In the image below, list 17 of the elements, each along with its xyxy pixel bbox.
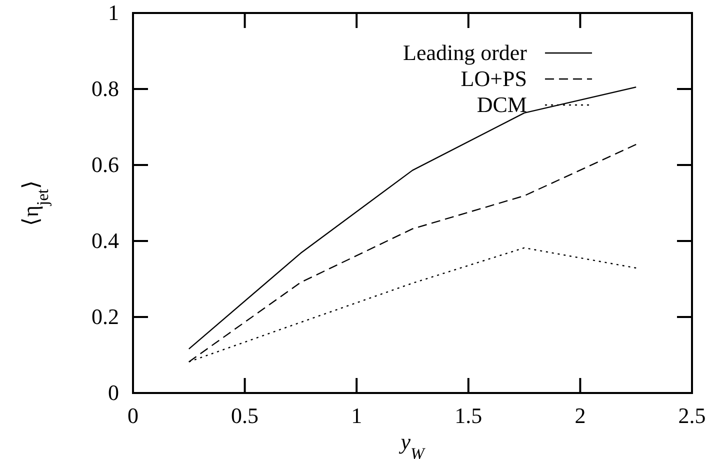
y-tick-label: 0.6 bbox=[92, 152, 119, 177]
x-tick-label: 0.5 bbox=[231, 403, 259, 428]
x-tick-label: 1.5 bbox=[454, 403, 482, 428]
legend-label: LO+PS bbox=[460, 66, 527, 91]
x-tick-label: 0 bbox=[128, 403, 138, 428]
y-tick-label: 0.8 bbox=[92, 76, 119, 101]
x-tick-label: 2 bbox=[574, 403, 586, 428]
line-series bbox=[188, 86, 637, 350]
x-axis-title: y$_{W}$ bbox=[398, 429, 426, 459]
legend-label: Leading order bbox=[403, 40, 528, 65]
y-tick-label: 0.4 bbox=[92, 228, 119, 253]
x-tick-label: 1 bbox=[351, 403, 362, 428]
legend-label: DCM bbox=[476, 92, 527, 117]
y-tick-label: 0.2 bbox=[92, 304, 119, 329]
y-tick-label: 0 bbox=[108, 380, 119, 405]
x-tick-label: 2.5 bbox=[678, 403, 706, 428]
y-tick-label: 1 bbox=[108, 0, 119, 25]
